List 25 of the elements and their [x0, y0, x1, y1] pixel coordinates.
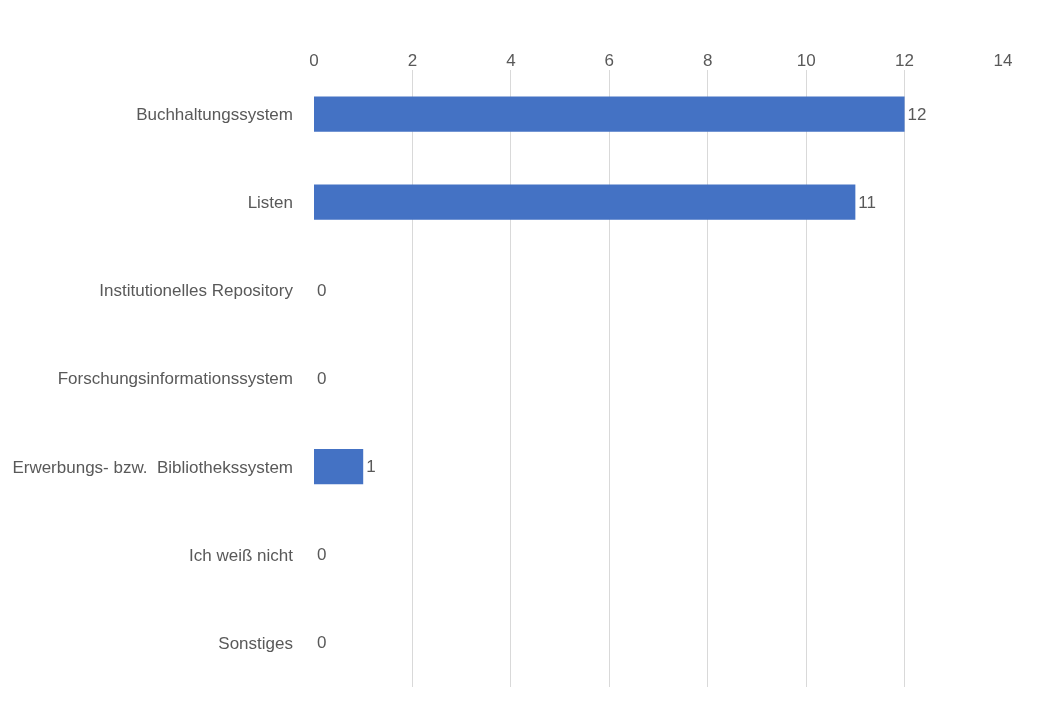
- y-tick-label: Ich weiß nicht: [189, 545, 294, 565]
- y-tick-label: Listen: [247, 193, 293, 213]
- x-tick-label: 6: [604, 50, 615, 70]
- x-tick-label: 12: [895, 50, 915, 70]
- y-tick-label: Buchhaltungssystem: [136, 105, 293, 125]
- data-label: 0: [317, 280, 327, 300]
- data-label: 0: [317, 633, 327, 653]
- x-tick-label: 2: [407, 50, 418, 70]
- x-tick-label: 4: [506, 50, 516, 70]
- data-label: 0: [317, 545, 327, 565]
- y-tick-label: Institutionelles Repository: [99, 281, 294, 301]
- bar: [314, 184, 856, 220]
- x-tick-label: 0: [309, 50, 319, 70]
- data-label: 11: [858, 192, 877, 212]
- x-tick-label: 14: [993, 50, 1013, 70]
- x-tick-label: 10: [796, 50, 816, 70]
- y-tick-label: Erwerbungs- bzw. Bibliothekssystem: [12, 457, 293, 477]
- x-tick-label: 8: [702, 50, 713, 70]
- data-label: 1: [366, 457, 376, 477]
- y-tick-label: Sonstiges: [218, 633, 293, 653]
- data-label: 12: [907, 104, 927, 124]
- data-label: 0: [317, 369, 327, 388]
- bar: [314, 449, 364, 485]
- y-tick-label: Forschungsinformationssystem: [57, 369, 293, 389]
- bar: [314, 96, 905, 132]
